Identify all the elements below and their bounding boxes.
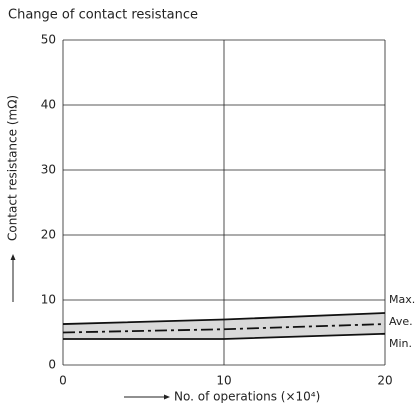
x-tick-label: 10 [216, 374, 231, 388]
legend-label: Max. [389, 293, 415, 306]
x-label-arrowhead [164, 394, 170, 400]
legend-label: Min. [389, 337, 412, 350]
y-label-arrowhead [10, 254, 16, 260]
legend-label: Ave. [389, 315, 413, 328]
y-tick-label: 50 [41, 33, 56, 47]
chart-title: Change of contact resistance [8, 8, 198, 23]
y-tick-label: 30 [41, 163, 56, 177]
series-line [62, 312, 386, 325]
x-tick-label: 0 [59, 374, 67, 388]
y-tick-label: 40 [41, 98, 56, 112]
x-tick-label: 20 [377, 374, 392, 388]
y-tick-label: 0 [48, 358, 56, 372]
series-line [62, 323, 386, 334]
y-axis-label: Contact resistance (mΩ) [6, 95, 20, 241]
y-tick-label: 10 [41, 293, 56, 307]
y-tick-label: 20 [41, 228, 56, 242]
series-line [63, 332, 386, 340]
x-axis-label: No. of operations (×10⁴) [174, 390, 320, 404]
